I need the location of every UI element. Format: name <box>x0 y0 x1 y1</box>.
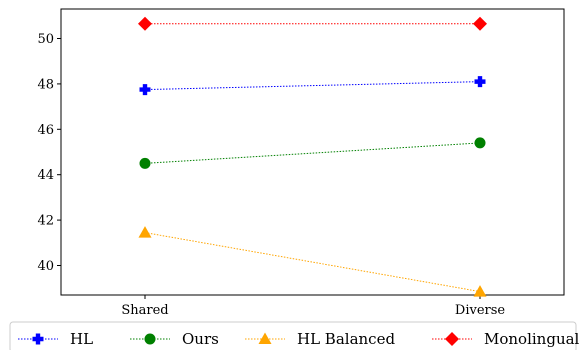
series-hl <box>139 76 486 96</box>
y-tick-label: 40 <box>37 259 54 274</box>
x-tick-label: Diverse <box>455 303 506 318</box>
data-point <box>473 285 487 297</box>
series-ours <box>139 137 486 169</box>
legend-item: HL <box>18 330 93 348</box>
x-tick-label: Shared <box>121 303 168 318</box>
data-point <box>474 137 486 149</box>
data-point <box>474 76 486 88</box>
legend-item: Monolingual <box>432 330 579 348</box>
legend-label: Monolingual <box>484 330 579 348</box>
y-tick-label: 44 <box>37 168 54 183</box>
data-point <box>138 16 152 31</box>
legend-label: HL Balanced <box>297 330 395 348</box>
legend-marker <box>32 333 44 345</box>
y-tick-label: 50 <box>37 32 54 47</box>
data-point <box>139 84 151 96</box>
legend: HL Ours HL Balanced Monolingual <box>9 321 579 350</box>
series-monolingual <box>138 16 487 31</box>
legend-label: Ours <box>182 330 219 348</box>
legend-marker <box>144 333 156 345</box>
y-axis: 40 42 44 46 48 50 <box>37 32 61 274</box>
x-axis: Shared Diverse <box>121 295 505 318</box>
legend-item: Ours <box>130 330 219 348</box>
series-line <box>144 142 481 164</box>
series-hl-balanced <box>138 226 487 297</box>
data-point <box>139 157 151 169</box>
legend-marker <box>445 332 459 346</box>
series-line <box>144 81 481 91</box>
y-tick-label: 48 <box>37 77 54 92</box>
plot-frame <box>60 8 565 296</box>
plot-area: 40 42 44 46 48 50 Shared Diverse <box>37 8 565 318</box>
legend-items: HL Ours HL Balanced Monolingual <box>18 330 579 348</box>
y-tick-label: 42 <box>37 214 54 229</box>
legend-marker <box>258 332 272 344</box>
series-line <box>144 232 481 293</box>
series-layer <box>138 16 487 297</box>
data-point <box>138 226 152 238</box>
y-tick-label: 46 <box>37 123 54 138</box>
legend-label: HL <box>70 330 93 348</box>
data-point <box>473 16 487 31</box>
legend-item: HL Balanced <box>245 330 395 348</box>
